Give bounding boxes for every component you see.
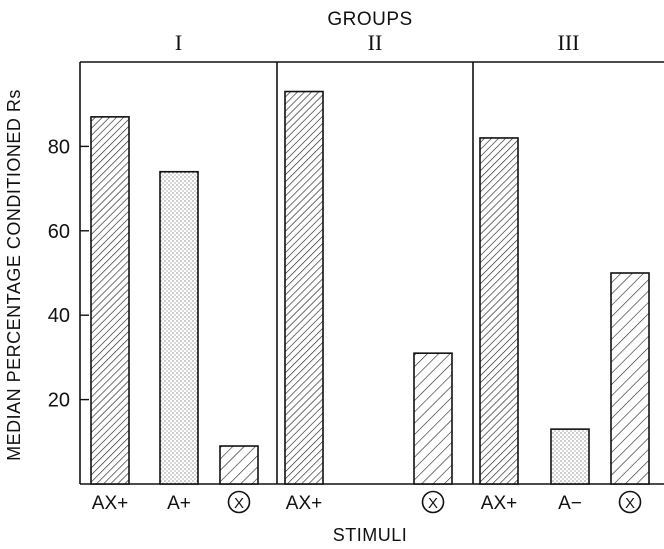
circled-stimulus-marker bbox=[421, 490, 445, 514]
x-axis-label: STIMULI bbox=[333, 525, 408, 545]
y-tick-label: 20 bbox=[48, 390, 70, 412]
bar bbox=[159, 170, 199, 485]
x-tick-label: AX+ bbox=[92, 493, 128, 514]
x-tick-label: A+ bbox=[167, 493, 191, 514]
group-label: III bbox=[558, 30, 580, 55]
plot-area: 20 40 60 80 I AX+ A+ X II AX+ X III AX+ A− X bbox=[48, 30, 664, 514]
bar bbox=[479, 137, 519, 485]
chart-title: GROUPS bbox=[327, 9, 412, 30]
group-label: II bbox=[368, 30, 383, 55]
group-label: I bbox=[175, 30, 182, 55]
bar bbox=[219, 445, 259, 485]
x-tick-label: A− bbox=[558, 493, 582, 514]
circled-stimulus-marker bbox=[227, 490, 251, 514]
bar bbox=[550, 428, 590, 485]
y-tick-label: 80 bbox=[48, 136, 70, 158]
x-tick-label: X bbox=[625, 495, 635, 512]
bar bbox=[610, 272, 650, 485]
bar bbox=[413, 352, 453, 485]
x-tick-label: AX+ bbox=[286, 493, 322, 514]
y-axis-label: MEDIAN PERCENTAGE CONDITIONED Rs bbox=[4, 89, 24, 461]
x-tick-label: X bbox=[234, 495, 244, 512]
circled-stimulus-marker bbox=[618, 490, 642, 514]
bar bbox=[90, 116, 130, 485]
x-tick-label: AX+ bbox=[481, 493, 517, 514]
y-tick-label: 40 bbox=[48, 305, 70, 327]
bar bbox=[284, 90, 324, 485]
x-tick-label: X bbox=[428, 495, 438, 512]
y-tick-label: 60 bbox=[48, 221, 70, 243]
